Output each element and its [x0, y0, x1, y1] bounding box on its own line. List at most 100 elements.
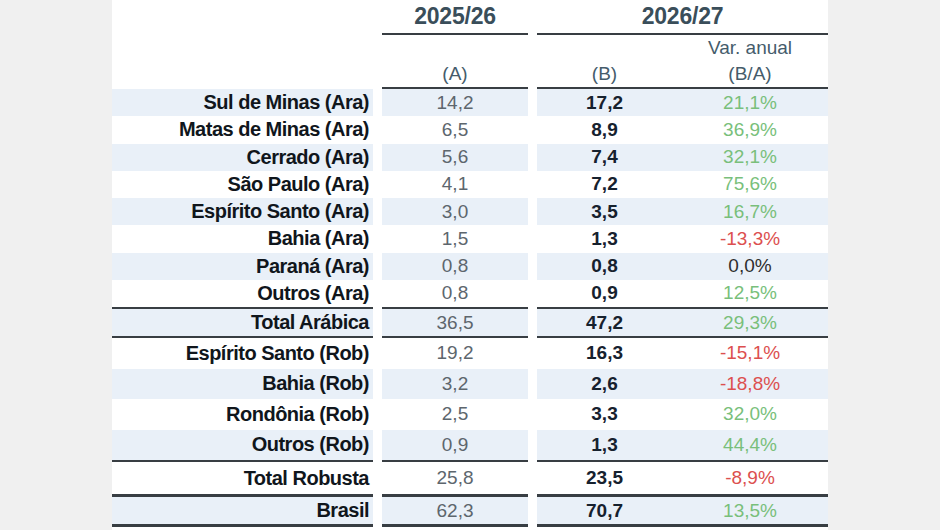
value-2026-27: 3,3 — [591, 403, 617, 425]
total-row: Total Arábica36,547,229,3% — [112, 307, 828, 338]
row-label: Paraná (Ara) — [256, 255, 369, 278]
value-2025-26: 19,2 — [437, 342, 474, 364]
value-2026-27: 1,3 — [591, 228, 617, 250]
value-var-anual-cell: 29,3% — [672, 307, 828, 338]
row-label: Espírito Santo (Rob) — [186, 342, 369, 365]
value-2025-26-cell: 6,5 — [382, 116, 528, 143]
value-2026-27-cell: 17,2 — [537, 89, 672, 116]
value-var-anual-cell: 32,0% — [672, 399, 828, 430]
column-gutter — [373, 369, 382, 400]
total-row: Total Robusta25,823,5-8,9% — [112, 460, 828, 497]
value-2026-27-cell: 3,3 — [537, 399, 672, 430]
value-var-anual: 32,1% — [723, 146, 777, 168]
column-gutter — [528, 460, 537, 497]
table-header-subs: (A) (B) (B/A) — [112, 60, 828, 89]
table-row: Outros (Rob)0,91,344,4% — [112, 430, 828, 461]
value-2025-26: 25,8 — [437, 467, 474, 489]
value-2025-26: 5,6 — [442, 146, 468, 168]
var-anual-label: Var. anual — [708, 37, 792, 59]
column-gutter — [528, 338, 537, 369]
value-2025-26: 0,9 — [442, 434, 468, 456]
value-2025-26-cell: 5,6 — [382, 144, 528, 171]
row-label-cell: Paraná (Ara) — [112, 253, 373, 280]
value-2025-26: 3,0 — [442, 201, 468, 223]
value-var-anual: 29,3% — [723, 312, 777, 334]
value-2026-27-cell: 3,5 — [537, 198, 672, 225]
row-label-cell: Brasil — [112, 497, 373, 527]
table-body: Sul de Minas (Ara)14,217,221,1%Matas de … — [112, 89, 828, 527]
value-2025-26-cell: 0,9 — [382, 430, 528, 461]
value-2026-27: 47,2 — [586, 312, 623, 334]
value-var-anual: -13,3% — [720, 228, 780, 250]
value-2026-27-cell: 7,4 — [537, 144, 672, 171]
row-label-cell: Total Robusta — [112, 460, 373, 497]
row-label: Outros (Ara) — [257, 282, 369, 305]
row-label-cell: Matas de Minas (Ara) — [112, 116, 373, 143]
column-gutter — [528, 60, 537, 89]
value-var-anual: 44,4% — [723, 434, 777, 456]
column-gutter — [528, 171, 537, 198]
column-gutter — [373, 116, 382, 143]
column-gutter — [528, 369, 537, 400]
value-2026-27: 0,8 — [591, 255, 617, 277]
value-var-anual-cell: 12,5% — [672, 280, 828, 307]
value-2026-27: 1,3 — [591, 434, 617, 456]
value-2026-27: 7,4 — [591, 146, 617, 168]
value-var-anual-cell: 75,6% — [672, 171, 828, 198]
column-gutter — [528, 0, 537, 35]
value-var-anual: 21,1% — [723, 92, 777, 114]
value-var-anual-cell: 16,7% — [672, 198, 828, 225]
row-label-cell: Rondônia (Rob) — [112, 399, 373, 430]
table-header-var: Var. anual — [112, 35, 828, 60]
column-gutter — [373, 307, 382, 338]
header-empty-cell — [112, 0, 373, 35]
table-row: Espírito Santo (Rob)19,216,3-15,1% — [112, 338, 828, 369]
season-2026-27: 2026/27 — [537, 0, 828, 35]
value-var-anual-cell: 0,0% — [672, 253, 828, 280]
header-empty-cell — [112, 60, 373, 89]
value-2026-27: 3,5 — [591, 201, 617, 223]
row-label: Cerrado (Ara) — [247, 146, 369, 169]
value-2026-27: 0,9 — [591, 282, 617, 304]
season-a-label: 2025/26 — [414, 3, 496, 30]
value-2026-27-cell: 2,6 — [537, 369, 672, 400]
value-2026-27: 2,6 — [591, 373, 617, 395]
value-var-anual: 13,5% — [723, 500, 777, 522]
value-2025-26: 2,5 — [442, 403, 468, 425]
table-row: Bahia (Rob)3,22,6-18,8% — [112, 369, 828, 400]
value-var-anual: 75,6% — [723, 173, 777, 195]
value-2025-26-cell: 25,8 — [382, 460, 528, 497]
row-label: Rondônia (Rob) — [226, 403, 369, 426]
row-label: Sul de Minas (Ara) — [204, 91, 369, 114]
value-2026-27-cell: 16,3 — [537, 338, 672, 369]
value-var-anual: -18,8% — [720, 373, 780, 395]
production-table: 2025/26 2026/27 Var. anual (A) (B) (B/A)… — [112, 0, 828, 530]
value-var-anual-cell: 44,4% — [672, 430, 828, 461]
value-2025-26: 4,1 — [442, 173, 468, 195]
column-gutter — [528, 225, 537, 252]
value-2026-27-cell: 8,9 — [537, 116, 672, 143]
table-row: Paraná (Ara)0,80,80,0% — [112, 253, 828, 280]
column-gutter — [373, 399, 382, 430]
row-label: Espírito Santo (Ara) — [191, 200, 369, 223]
value-2025-26: 6,5 — [442, 119, 468, 141]
var-anual-header: Var. anual — [672, 35, 828, 60]
column-gutter — [528, 399, 537, 430]
value-2025-26-cell: 1,5 — [382, 225, 528, 252]
value-2025-26-cell: 0,8 — [382, 280, 528, 307]
value-2025-26-cell: 4,1 — [382, 171, 528, 198]
value-var-anual: 12,5% — [723, 282, 777, 304]
value-2026-27: 7,2 — [591, 173, 617, 195]
column-gutter — [373, 460, 382, 497]
value-2026-27: 8,9 — [591, 119, 617, 141]
table-row: Cerrado (Ara) 5,6 7,4 32,1% — [112, 144, 828, 171]
value-var-anual-cell: 32,1% — [672, 144, 828, 171]
column-gutter — [373, 0, 382, 35]
value-2026-27-cell: 47,2 — [537, 307, 672, 338]
table-header-seasons: 2025/26 2026/27 — [112, 0, 828, 35]
row-label-cell: Bahia (Rob) — [112, 369, 373, 400]
value-2026-27-cell: 1,3 — [537, 225, 672, 252]
value-2026-27: 16,3 — [586, 342, 623, 364]
value-2026-27: 70,7 — [586, 500, 623, 522]
row-label-cell: Outros (Ara) — [112, 280, 373, 307]
